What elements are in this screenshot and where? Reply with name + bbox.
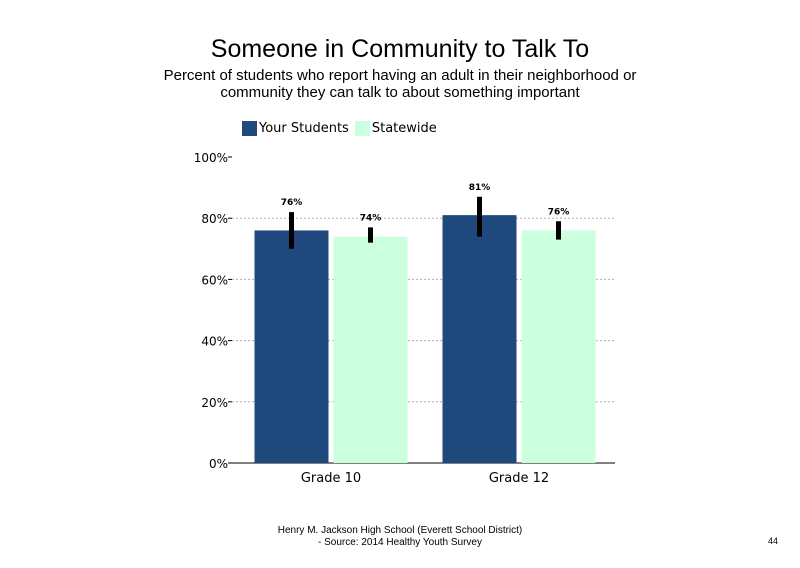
y-tick-label: 0% bbox=[209, 457, 228, 471]
legend: Your Students Statewide bbox=[242, 119, 443, 137]
x-tick-label: Grade 10 bbox=[301, 471, 361, 486]
bar bbox=[254, 230, 329, 463]
y-tick-label: 100% bbox=[194, 151, 228, 165]
legend-label-your-students: Your Students bbox=[259, 120, 349, 136]
legend-label-statewide: Statewide bbox=[371, 120, 437, 136]
data-label: 81% bbox=[469, 183, 491, 193]
footer-school: Henry M. Jackson High School (Everett Sc… bbox=[277, 525, 523, 536]
y-tick-label: 40% bbox=[201, 335, 228, 349]
y-tick-label: 20% bbox=[201, 396, 228, 410]
data-label: 76% bbox=[548, 207, 570, 217]
footer-source: - Source: 2014 Healthy Youth Survey bbox=[318, 537, 482, 548]
page-number: 44 bbox=[767, 536, 778, 546]
legend-item-your-students: Your Students bbox=[242, 120, 349, 136]
legend-item-statewide: Statewide bbox=[354, 120, 437, 136]
bar bbox=[442, 215, 517, 463]
chart-subtitle: Percent of students who report having an… bbox=[163, 67, 637, 101]
footer: Henry M. Jackson High School (Everett Sc… bbox=[200, 525, 600, 549]
legend-swatch-your-students bbox=[242, 120, 257, 136]
data-label: 76% bbox=[281, 198, 303, 208]
data-label: 74% bbox=[360, 213, 382, 223]
legend-swatch-statewide bbox=[354, 120, 370, 136]
chart-title: Someone in Community to Talk To bbox=[210, 35, 590, 63]
y-tick-label: 60% bbox=[201, 273, 228, 287]
x-tick-label: Grade 12 bbox=[489, 471, 549, 486]
y-tick-label: 80% bbox=[201, 212, 228, 226]
bar bbox=[521, 230, 596, 463]
bar bbox=[333, 236, 408, 463]
